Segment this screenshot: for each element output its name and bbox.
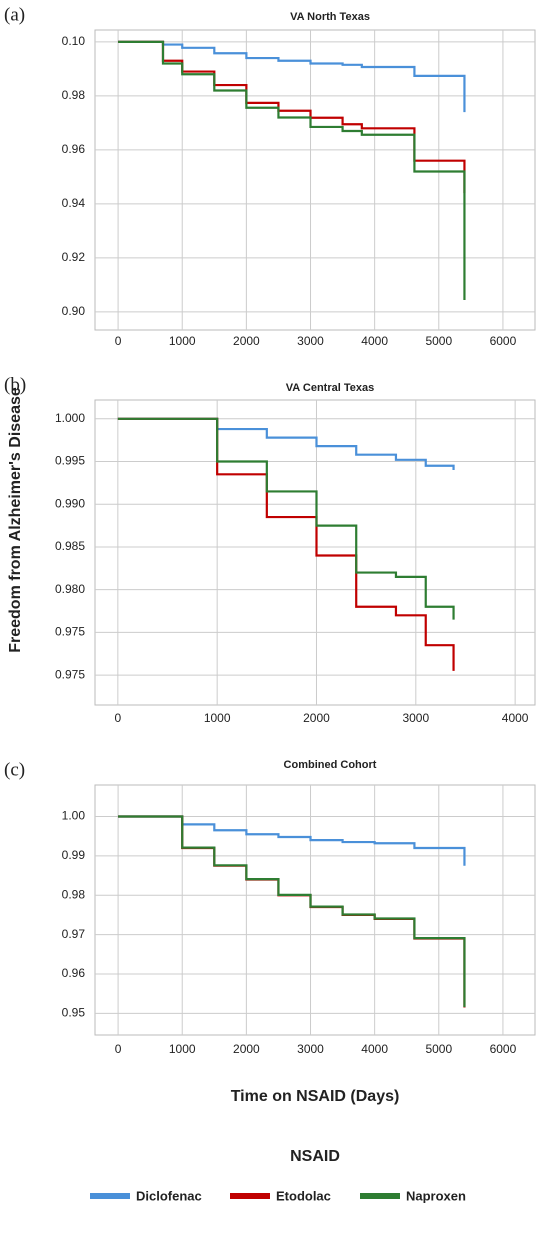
legend-swatch bbox=[230, 1193, 270, 1199]
x-axis-label: Time on NSAID (Days) bbox=[231, 1088, 400, 1105]
y-tick-label: 0.98 bbox=[62, 88, 86, 102]
survival-line bbox=[118, 815, 466, 1008]
y-tick-label: 0.94 bbox=[62, 196, 86, 210]
x-tick-label: 0 bbox=[115, 334, 122, 348]
x-tick-label: 1000 bbox=[169, 1042, 196, 1056]
legend-label: Etodolac bbox=[276, 1188, 331, 1203]
y-axis-label: Freedom from Alzheimer's Disease bbox=[7, 387, 24, 653]
x-tick-label: 2000 bbox=[233, 1042, 260, 1056]
x-tick-label: 0 bbox=[115, 711, 122, 725]
y-tick-label: 0.96 bbox=[62, 142, 86, 156]
x-tick-label: 1000 bbox=[204, 711, 231, 725]
x-tick-label: 0 bbox=[115, 1042, 122, 1056]
survival-line bbox=[117, 417, 455, 471]
y-tick-label: 0.99 bbox=[62, 848, 86, 862]
y-tick-label: 0.97 bbox=[62, 927, 86, 941]
x-tick-label: 5000 bbox=[425, 334, 452, 348]
chart-title: VA Central Texas bbox=[286, 382, 374, 394]
legend-swatch bbox=[90, 1193, 130, 1199]
chart-title: Combined Cohort bbox=[284, 759, 377, 771]
legend-swatch bbox=[360, 1193, 400, 1199]
x-tick-label: 1000 bbox=[169, 334, 196, 348]
x-tick-label: 4000 bbox=[502, 711, 529, 725]
survival-line bbox=[118, 40, 466, 113]
panel-label: (c) bbox=[4, 759, 25, 780]
legend-title: NSAID bbox=[290, 1148, 340, 1165]
x-tick-label: 5000 bbox=[425, 1042, 452, 1056]
x-tick-label: 2000 bbox=[303, 711, 330, 725]
x-tick-label: 6000 bbox=[490, 1042, 517, 1056]
y-tick-label: 0.985 bbox=[55, 539, 85, 553]
x-tick-label: 6000 bbox=[490, 334, 517, 348]
y-tick-label: 0.95 bbox=[62, 1006, 86, 1020]
legend-label: Naproxen bbox=[406, 1188, 466, 1203]
x-tick-label: 4000 bbox=[361, 334, 388, 348]
y-tick-label: 0.10 bbox=[62, 34, 86, 48]
y-tick-label: 0.98 bbox=[62, 887, 86, 901]
x-tick-label: 2000 bbox=[233, 334, 260, 348]
survival-line bbox=[117, 417, 455, 620]
y-tick-label: 1.00 bbox=[62, 809, 86, 823]
survival-line bbox=[117, 417, 455, 671]
plot-area bbox=[94, 399, 536, 706]
x-tick-label: 3000 bbox=[402, 711, 429, 725]
plot-area bbox=[94, 784, 536, 1036]
survival-line bbox=[118, 815, 466, 866]
y-tick-label: 0.90 bbox=[62, 304, 86, 318]
legend-label: Diclofenac bbox=[136, 1188, 202, 1203]
survival-line bbox=[118, 40, 466, 301]
x-tick-label: 3000 bbox=[297, 334, 324, 348]
y-tick-label: 0.995 bbox=[55, 454, 85, 468]
chart-title: VA North Texas bbox=[290, 11, 370, 23]
y-tick-label: 0.975 bbox=[55, 625, 85, 639]
y-tick-label: 0.96 bbox=[62, 966, 86, 980]
y-tick-label: 0.92 bbox=[62, 250, 86, 264]
panel-label: (a) bbox=[4, 4, 25, 25]
y-tick-label: 1.000 bbox=[55, 411, 85, 425]
y-tick-label: 0.975 bbox=[55, 667, 85, 681]
x-tick-label: 4000 bbox=[361, 1042, 388, 1056]
survival-line bbox=[118, 815, 466, 1008]
x-tick-label: 3000 bbox=[297, 1042, 324, 1056]
y-tick-label: 0.990 bbox=[55, 496, 85, 510]
y-tick-label: 0.980 bbox=[55, 582, 85, 596]
panel-label: (b) bbox=[4, 374, 26, 395]
plot-area bbox=[94, 29, 536, 331]
